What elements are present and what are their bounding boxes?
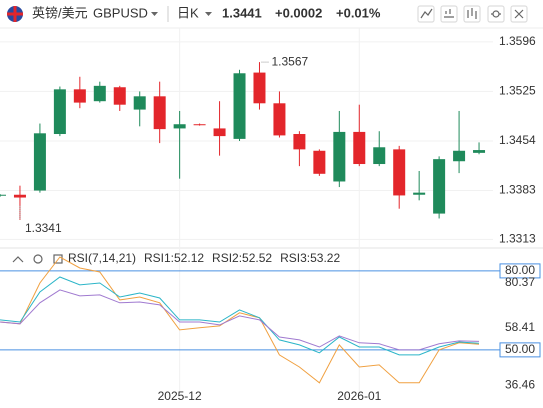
candle: [33, 123, 46, 193]
y-tick-label: 1.3525: [499, 84, 536, 98]
settings-icon[interactable]: [487, 5, 505, 23]
candle-body: [33, 133, 46, 191]
candle-body: [0, 194, 6, 196]
legend-entry: RSI2:52.52: [212, 251, 272, 265]
y-tick-label: 1.3596: [499, 34, 536, 48]
legend-entry: RSI1:52.12: [144, 251, 204, 265]
candle-body: [373, 147, 386, 165]
candle-body: [333, 131, 346, 182]
candle: [0, 194, 6, 197]
y-tick-label: 80.37: [505, 275, 535, 289]
y-tick-label: 1.3383: [499, 183, 536, 197]
indicator-title: RSI(7,14,21): [68, 251, 136, 265]
candle-body: [173, 124, 186, 129]
symbol-dropdown[interactable]: [151, 12, 158, 16]
y-tick-label: 1.3454: [499, 133, 536, 147]
candle: [393, 145, 406, 209]
level-label-box: [499, 263, 541, 279]
candle: [453, 110, 466, 174]
candle: [433, 156, 446, 219]
candle: [93, 81, 106, 103]
period-dropdown[interactable]: [205, 12, 212, 16]
candle-body: [73, 89, 86, 103]
candle-body: [13, 194, 26, 198]
x-tick-label: 2025-12: [158, 389, 202, 403]
y-tick-label: 1.3313: [499, 232, 536, 246]
params-icon[interactable]: [53, 254, 63, 264]
candle: [313, 149, 326, 176]
legend-entry: RSI3:53.22: [280, 251, 340, 265]
candle-body: [473, 150, 486, 153]
candle-body: [453, 150, 466, 162]
rsi-line: [0, 276, 480, 356]
instrument-name: 英镑/美元: [32, 5, 88, 20]
y-tick-label: 80.00: [505, 263, 535, 277]
candle-body: [273, 103, 286, 136]
candle: [133, 91, 146, 127]
draw-tool-icon[interactable]: [417, 5, 435, 23]
candle-body: [393, 149, 406, 196]
candle-body: [293, 134, 306, 150]
level-label-box: [499, 342, 541, 358]
candle-body: [253, 72, 266, 104]
collapse-icon[interactable]: [12, 256, 24, 263]
candle: [413, 171, 426, 201]
flag-icon: [7, 6, 23, 22]
header: 英镑/美元 GBPUSD 日K 1.3441 +0.0002 +0.01%: [0, 5, 543, 29]
candle: [193, 123, 206, 126]
candle: [233, 69, 246, 141]
rsi-line: [0, 289, 480, 351]
candle-body: [133, 96, 146, 110]
fullscreen-icon[interactable]: [510, 5, 528, 23]
candle: [373, 131, 386, 167]
candle: [73, 76, 86, 109]
gear-icon[interactable]: [33, 254, 43, 264]
compare-icon[interactable]: [440, 5, 458, 23]
rsi-header-icons: [12, 254, 63, 264]
candle: [273, 91, 286, 138]
x-tick-label: 2026-01: [337, 389, 381, 403]
candle-body: [153, 96, 166, 130]
candle-body: [233, 73, 246, 139]
candle-body: [313, 150, 326, 174]
candle-body: [433, 159, 446, 214]
candle: [353, 104, 366, 167]
candle: [333, 110, 346, 188]
candle: [173, 110, 186, 179]
candle: [113, 85, 126, 111]
candle: [153, 81, 166, 144]
candle: [293, 131, 306, 167]
y-tick-label: 58.41: [505, 320, 535, 334]
candle-body: [193, 124, 206, 126]
annotation: 1.3341: [25, 221, 62, 235]
candle: [253, 62, 266, 110]
last-price: 1.3441: [222, 5, 262, 20]
candle-body: [413, 192, 426, 195]
symbol[interactable]: GBPUSD: [93, 5, 148, 20]
candle: [213, 101, 226, 156]
candle-body: [53, 89, 66, 135]
price-change: +0.0002: [275, 5, 322, 20]
indicator-icon[interactable]: [463, 5, 481, 23]
y-tick-label: 50.00: [505, 342, 535, 356]
y-tick-label: 36.46: [505, 378, 535, 392]
candle: [53, 86, 66, 137]
candle-body: [213, 128, 226, 137]
price-change-pct: +0.01%: [336, 5, 381, 20]
candle: [473, 142, 486, 155]
period[interactable]: 日K: [177, 5, 199, 20]
annotation: 1.3567: [271, 54, 308, 68]
candle-body: [113, 87, 126, 105]
candle-body: [353, 131, 366, 165]
candle-body: [93, 85, 106, 102]
rsi-line: [0, 256, 480, 384]
